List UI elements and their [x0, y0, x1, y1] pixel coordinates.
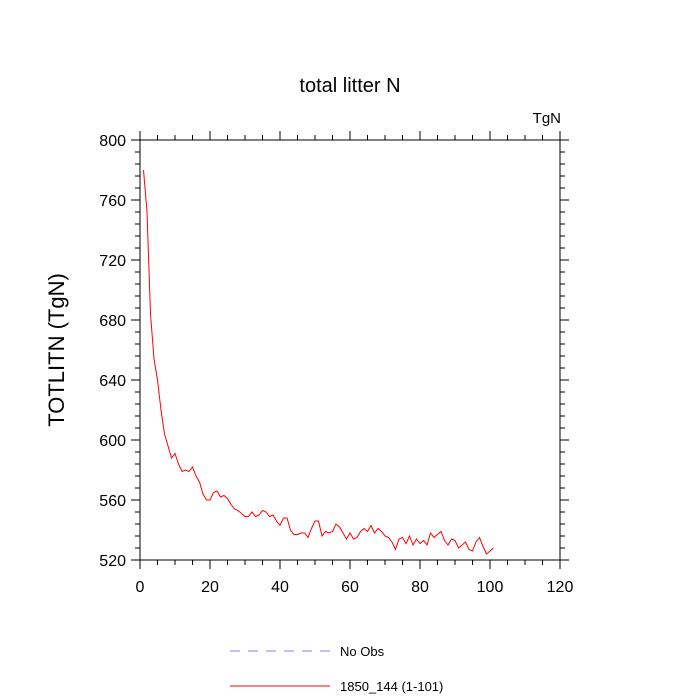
y-tick-label: 680: [99, 313, 126, 330]
x-tick-label: 40: [271, 579, 289, 596]
x-tick-label: 120: [547, 579, 574, 596]
series-layer: [143, 169, 494, 555]
y-tick-label: 640: [99, 373, 126, 390]
chart-title: total litter N: [299, 75, 400, 97]
y-tick-label: 720: [99, 253, 126, 270]
axis-ticks: [131, 131, 569, 569]
y-tick-label: 760: [99, 193, 126, 210]
legend-label: No Obs: [340, 644, 385, 659]
x-tick-label: 20: [201, 579, 219, 596]
legend-label: 1850_144 (1-101): [340, 679, 443, 694]
x-tick-label: 0: [136, 579, 145, 596]
tick-labels: 0 20 40 60 80 100 120 520 560 600 640 680 720 760 800: [99, 133, 573, 596]
legend: No Obs 1850_144 (1-101): [230, 644, 443, 694]
x-tick-label: 80: [411, 579, 429, 596]
x-tick-label: 100: [477, 579, 504, 596]
x-tick-label: 60: [341, 579, 359, 596]
units-label: TgN: [533, 110, 561, 127]
y-tick-label: 800: [99, 133, 126, 150]
y-tick-label: 560: [99, 493, 126, 510]
y-tick-label: 520: [99, 553, 126, 570]
series-line: [143, 169, 494, 555]
plot-frame: [139, 139, 561, 561]
y-tick-label: 600: [99, 433, 126, 450]
y-axis-label: TOTLITN (TgN): [44, 273, 69, 427]
